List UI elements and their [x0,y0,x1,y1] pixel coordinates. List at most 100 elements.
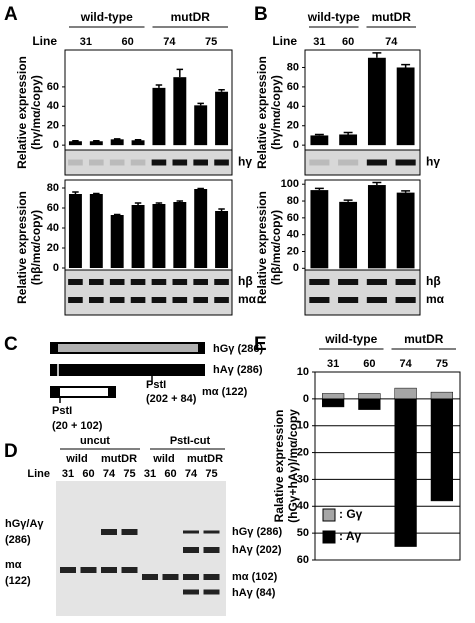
gel-strip [304,269,421,316]
group-label: wild-type [80,10,133,24]
gel-band [183,547,199,553]
x-tick-label: 74 [400,358,413,370]
line-label: Line [27,468,50,480]
gel-band [130,297,146,303]
bar [310,190,329,269]
lane-label: 74 [103,468,116,480]
gel-band [130,279,146,285]
gel-band [121,567,138,573]
line-label: Line [32,34,57,48]
gel-band [366,297,387,303]
y-axis-label: Relative expression [15,56,29,169]
gel-band [203,547,220,553]
y-tick-label: 10 [297,366,309,378]
gel-band [89,297,104,303]
lane-label: 75 [123,468,135,480]
lane-label: 60 [164,468,176,480]
gel-right-label: hAγ (84) [232,587,276,599]
gel-band [203,589,220,595]
gel-band [151,159,167,166]
gel-band [89,159,104,166]
bar [396,67,415,146]
bar-segment [322,398,345,408]
group-label: wild-type [307,10,360,24]
bar [215,211,229,268]
bar [89,194,103,268]
gel-right-label: hGγ (286) [232,526,282,538]
y-tick-label: 80 [287,195,299,207]
bar [194,189,208,268]
legend-swatch [322,508,336,522]
gel-band [193,159,208,166]
legend-swatch [322,530,336,544]
error-bar [218,208,225,211]
gel-band [193,297,208,303]
y-tick-label: 80 [287,61,299,73]
panel-letter: D [4,441,18,462]
bar [339,201,358,269]
bar [89,141,103,146]
gel-band [366,279,387,285]
x-tick-label: 75 [436,358,448,370]
gel-band [366,159,387,166]
gel-label: hγ [426,155,440,169]
gel-band [193,279,208,285]
y-tick-label: 40 [47,100,59,112]
error-bar [176,68,184,78]
gene-label: hAγ (286) [213,364,263,376]
gel-band [395,297,416,303]
error-bar [401,190,411,193]
error-bar [155,84,163,88]
y-axis-label: (hGγ+hAγ)/mα/copy [286,409,300,523]
gel-band [183,574,199,580]
lane-label: 31 [144,468,156,480]
error-bar [197,102,204,106]
gel-band [214,297,229,303]
error-bar [197,187,204,190]
y-tick-label: 20 [47,242,59,254]
error-bar [134,202,142,205]
gel-band [101,529,117,535]
panel-letter: E [254,334,267,355]
line-label: Line [272,34,297,48]
y-tick-label: 20 [287,120,299,132]
gel-band [183,589,199,595]
y-tick-label: 50 [297,527,309,539]
bar-segment [430,391,453,400]
gel-band [162,574,179,580]
gel-subgroup: wild [152,453,174,465]
gel-band [338,279,359,285]
gel-group: uncut [80,435,110,447]
y-tick-label: 40 [47,222,59,234]
group-label: mutDR [404,332,444,346]
y-tick-label: 30 [297,473,309,485]
bar [339,134,358,146]
group-label: mutDR [372,10,412,24]
site-sizes: (202 + 84) [146,393,197,405]
error-bar [176,200,184,202]
bar [173,77,187,146]
error-bar [93,192,100,195]
y-tick-label: 0 [303,393,309,405]
x-tick-label: 31 [327,358,339,370]
gel-band [214,159,229,166]
gel-band [109,159,125,166]
gel-image [56,481,226,616]
x-tick-label: 74 [163,36,176,48]
x-tick-label: 60 [363,358,375,370]
gel-strip [64,269,233,316]
error-bar [72,191,79,194]
gel-band [151,279,167,285]
y-tick-label: 100 [281,178,299,190]
gel-band [214,279,229,285]
panel-letter: C [4,334,18,355]
error-bar [314,187,324,191]
bar [367,57,386,146]
bar [194,105,208,146]
gel-left-label: (122) [5,575,31,587]
gel-band [309,279,330,285]
bar-segment [394,398,417,547]
gene-label: hGγ (286) [213,343,263,355]
gel-right-label: mα (102) [232,571,278,583]
bar [152,204,166,268]
